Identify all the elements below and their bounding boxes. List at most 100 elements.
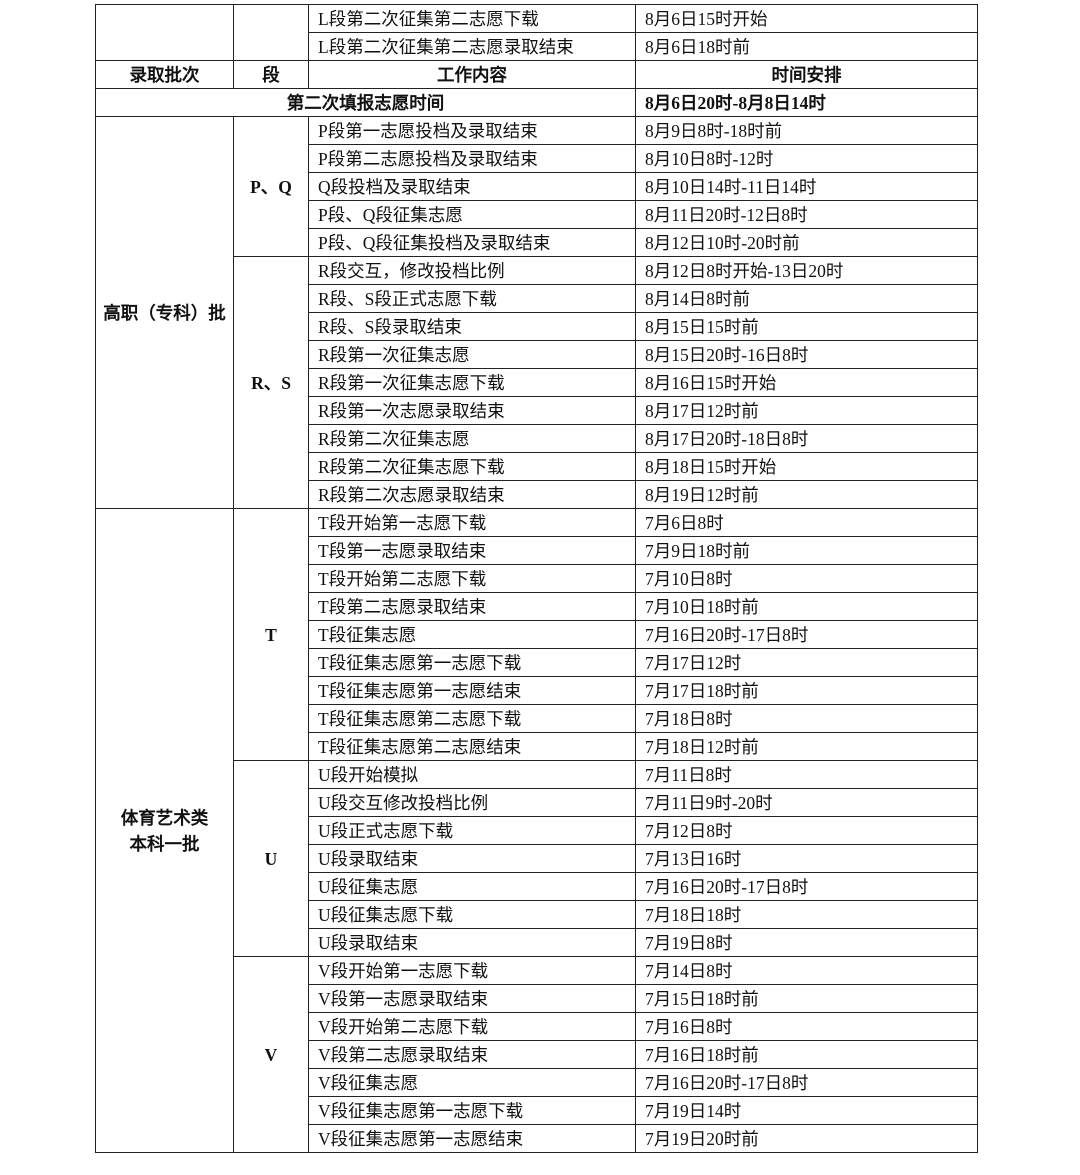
time-cell: 7月15日18时前 xyxy=(635,984,978,1013)
table-row: T段开始第二志愿下载 7月10日8时 xyxy=(96,564,978,593)
table-row: 体育艺术类 本科一批 T T段开始第一志愿下载 7月6日8时 xyxy=(95,508,978,1153)
work-cell: U段交互修改投档比例 xyxy=(308,788,636,817)
work-cell: U段征集志愿 xyxy=(308,872,636,901)
work-cell: T段开始第二志愿下载 xyxy=(308,564,636,593)
header-work: 工作内容 xyxy=(308,60,636,89)
time-cell: 8月6日18时前 xyxy=(635,32,978,61)
time-cell: 8月12日8时开始-13日20时 xyxy=(635,256,978,285)
time-cell: 8月19日12时前 xyxy=(635,480,978,509)
segment-name-cell: R、S xyxy=(233,256,309,509)
work-cell: T段开始第一志愿下载 xyxy=(308,508,636,537)
header-row: 录取批次段工作内容 时间安排 xyxy=(95,60,978,89)
time-cell: 7月19日14时 xyxy=(635,1096,978,1125)
time-cell: 7月16日20时-17日8时 xyxy=(635,872,978,901)
work-cell: V段征集志愿 xyxy=(308,1068,636,1097)
time-cell: 7月13日16时 xyxy=(635,844,978,873)
header-time: 时间安排 xyxy=(635,60,978,89)
table-row: R段第一次征集志愿下载 8月16日15时开始 xyxy=(96,368,978,397)
work-cell: T段第一志愿录取结束 xyxy=(308,536,636,565)
table-row: T段征集志愿第二志愿结束 7月18日12时前 xyxy=(96,732,978,761)
table-row: L段第二次征集第二志愿录取结束 8月6日18时前 xyxy=(96,32,978,61)
header-batch: 录取批次 xyxy=(95,60,234,89)
work-cell: R段第二次志愿录取结束 xyxy=(308,480,636,509)
time-cell: 7月19日20时前 xyxy=(635,1124,978,1153)
time-cell: 8月14日8时前 xyxy=(635,284,978,313)
table-row: R段、S段正式志愿下载 8月14日8时前 xyxy=(96,284,978,313)
time-cell: 8月10日14时-11日14时 xyxy=(635,172,978,201)
table-row: P段第二志愿投档及录取结束 8月10日8时-12时 xyxy=(96,144,978,173)
work-cell: R段、S段正式志愿下载 xyxy=(308,284,636,313)
time-cell: 7月16日20时-17日8时 xyxy=(635,1068,978,1097)
work-cell: P段第一志愿投档及录取结束 xyxy=(308,116,636,145)
time-cell: 7月14日8时 xyxy=(635,956,978,985)
segment-name-cell: U xyxy=(233,760,309,957)
batch-name-cell: 高职（专科）批 xyxy=(95,116,234,509)
admission-schedule-table: L段第二次征集第二志愿下载 8月6日15时开始 L段第二次征集第二志愿录取结束 8月6… xyxy=(95,4,978,1153)
work-cell: Q段投档及录取结束 xyxy=(308,172,636,201)
work-cell: U段正式志愿下载 xyxy=(308,816,636,845)
work-cell: T段第二志愿录取结束 xyxy=(308,592,636,621)
work-cell: T段征集志愿第二志愿结束 xyxy=(308,732,636,761)
time-cell: 7月17日12时 xyxy=(635,648,978,677)
time-cell: 8月11日20时-12日8时 xyxy=(635,200,978,229)
time-cell: 7月16日8时 xyxy=(635,1012,978,1041)
work-cell: T段征集志愿第二志愿下载 xyxy=(308,704,636,733)
table-row: Q段投档及录取结束 8月10日14时-11日14时 xyxy=(96,172,978,201)
table-row: P段、Q段征集投档及录取结束 8月12日10时-20时前 xyxy=(96,228,978,257)
table-row: U段正式志愿下载 7月12日8时 xyxy=(96,816,978,845)
table-row: R段第二次志愿录取结束 8月19日12时前 xyxy=(96,480,978,509)
segment-name-cell: V xyxy=(233,956,309,1153)
time-cell: 7月18日18时 xyxy=(635,900,978,929)
work-cell: P段、Q段征集志愿 xyxy=(308,200,636,229)
segment-cell xyxy=(233,4,309,61)
work-cell: L段第二次征集第二志愿下载 xyxy=(308,4,636,33)
time-cell: 7月17日18时前 xyxy=(635,676,978,705)
table-row: V段征集志愿 7月16日20时-17日8时 xyxy=(96,1068,978,1097)
time-cell: 8月17日20时-18日8时 xyxy=(635,424,978,453)
work-cell: V段征集志愿第一志愿结束 xyxy=(308,1124,636,1153)
table-row: U U段开始模拟 7月11日8时 xyxy=(96,760,978,957)
work-cell: V段开始第二志愿下载 xyxy=(308,1012,636,1041)
table-row: V段征集志愿第一志愿下载 7月19日14时 xyxy=(96,1096,978,1125)
fill-period-label: 第二次填报志愿时间 xyxy=(95,88,636,117)
work-cell: R段第一次征集志愿下载 xyxy=(308,368,636,397)
table-row: T段征集志愿第一志愿下载 7月17日12时 xyxy=(96,648,978,677)
segment-name-cell: T xyxy=(233,508,309,761)
fill-period-row: 第二次填报志愿时间 8月6日20时-8月8日14时 xyxy=(95,88,978,117)
fill-period-time: 8月6日20时-8月8日14时 xyxy=(635,88,978,117)
work-cell: R段第二次征集志愿下载 xyxy=(308,452,636,481)
table-row: 高职（专科）批 P、Q P段第一志愿投档及录取结束 8月9日8时-18时前 xyxy=(95,116,978,509)
work-cell: V段征集志愿第一志愿下载 xyxy=(308,1096,636,1125)
work-cell: U段开始模拟 xyxy=(308,760,636,789)
time-cell: 8月15日20时-16日8时 xyxy=(635,340,978,369)
table-row: R段第二次征集志愿 8月17日20时-18日8时 xyxy=(96,424,978,453)
work-cell: V段第二志愿录取结束 xyxy=(308,1040,636,1069)
time-cell: 7月12日8时 xyxy=(635,816,978,845)
work-cell: L段第二次征集第二志愿录取结束 xyxy=(308,32,636,61)
time-cell: 7月10日8时 xyxy=(635,564,978,593)
batch-name-line: 体育艺术类 xyxy=(120,807,209,828)
work-cell: V段第一志愿录取结束 xyxy=(308,984,636,1013)
time-cell: 7月19日8时 xyxy=(635,928,978,957)
batch-cell xyxy=(95,4,234,61)
table-row: V段征集志愿第一志愿结束 7月19日20时前 xyxy=(96,1124,978,1153)
table-row: V段第一志愿录取结束 7月15日18时前 xyxy=(96,984,978,1013)
table-row: P段、Q段征集志愿 8月11日20时-12日8时 xyxy=(96,200,978,229)
work-cell: P段、Q段征集投档及录取结束 xyxy=(308,228,636,257)
time-cell: 8月16日15时开始 xyxy=(635,368,978,397)
time-cell: 8月12日10时-20时前 xyxy=(635,228,978,257)
table-row: R段、S段录取结束 8月15日15时前 xyxy=(96,312,978,341)
time-cell: 8月18日15时开始 xyxy=(635,452,978,481)
table-row: R段第一次志愿录取结束 8月17日12时前 xyxy=(96,396,978,425)
time-cell: 7月18日8时 xyxy=(635,704,978,733)
time-cell: 8月15日15时前 xyxy=(635,312,978,341)
time-cell: 8月6日15时开始 xyxy=(635,4,978,33)
work-cell: V段开始第一志愿下载 xyxy=(308,956,636,985)
table-row: T段第一志愿录取结束 7月9日18时前 xyxy=(96,536,978,565)
work-cell: U段录取结束 xyxy=(308,844,636,873)
time-cell: 7月6日8时 xyxy=(635,508,978,537)
batch-name-line: 高职（专科）批 xyxy=(103,302,226,323)
segment-name-cell: P、Q xyxy=(233,116,309,257)
work-cell: R段第二次征集志愿 xyxy=(308,424,636,453)
work-cell: T段征集志愿第一志愿结束 xyxy=(308,676,636,705)
